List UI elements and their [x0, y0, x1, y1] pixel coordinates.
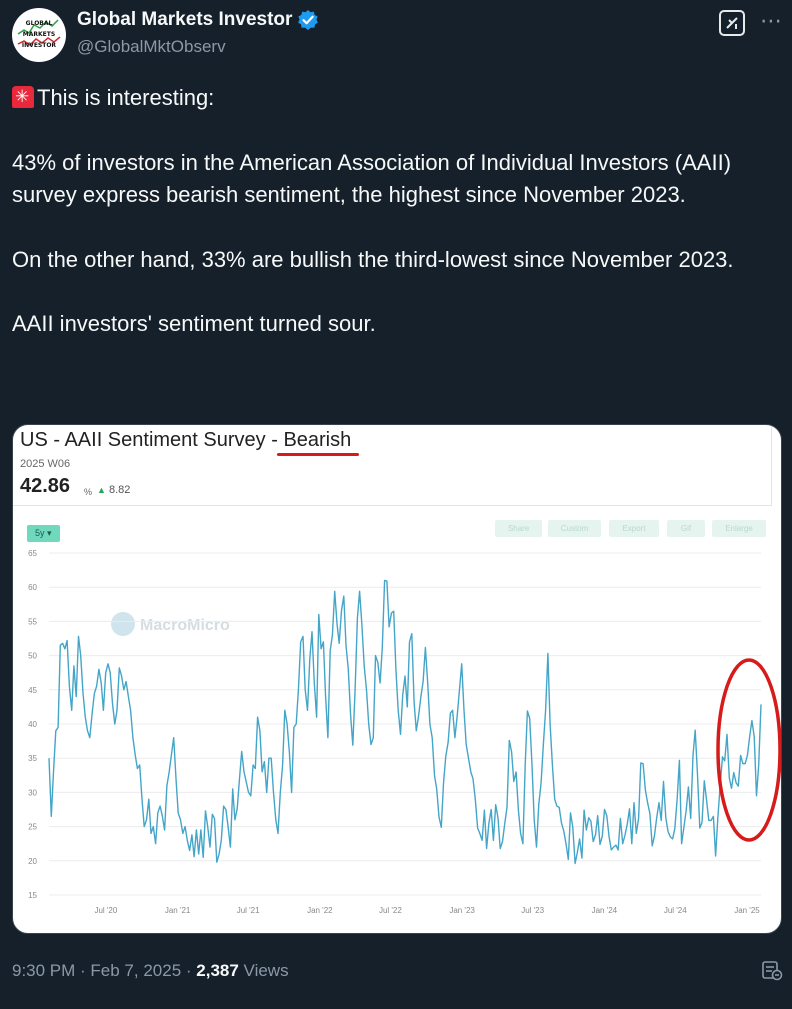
y-tick-label: 55 — [28, 617, 37, 626]
name-row: Global Markets Investor — [77, 9, 319, 31]
y-tick-label: 60 — [28, 583, 37, 592]
x-tick-label: Jul '21 — [237, 906, 260, 915]
y-tick-label: 45 — [28, 686, 37, 695]
enlarge-button[interactable]: Enlarge — [712, 520, 766, 537]
x-tick-label: Jul '24 — [664, 906, 687, 915]
red-underline-annotation — [277, 453, 359, 456]
x-tick-label: Jul '23 — [521, 906, 544, 915]
avatar-text-3: INVESTOR — [21, 42, 57, 49]
y-tick-label: 25 — [28, 823, 37, 832]
tweet-line-1: This is interesting: — [12, 81, 782, 115]
chart-image-card[interactable]: US - AAII Sentiment Survey - Bearish 202… — [12, 424, 782, 934]
period-select-button[interactable]: 5y ▾ — [27, 525, 60, 542]
views-count: 2,387 — [196, 961, 239, 980]
avatar[interactable]: GLOBAL MARKETS INVESTOR — [12, 8, 66, 62]
x-tick-label: Jan '22 — [307, 906, 333, 915]
tweet-paragraph-3: AAII investors' sentiment turned sour. — [12, 311, 376, 336]
y-tick-label: 65 — [28, 549, 37, 558]
avatar-text-1: GLOBAL — [25, 20, 53, 27]
watermark-text: MacroMicro — [140, 617, 230, 634]
views-label: Views — [238, 961, 289, 980]
analytics-icon[interactable] — [760, 958, 784, 982]
y-tick-label: 35 — [28, 754, 37, 763]
tweet-meta: 9:30 PM · Feb 7, 2025 · 2,387 Views — [12, 961, 289, 981]
more-icon[interactable]: ⋯ — [760, 8, 783, 33]
tweet-text: This is interesting: 43% of investors in… — [12, 81, 782, 341]
y-tick-label: 15 — [28, 891, 37, 900]
y-tick-label: 40 — [28, 720, 37, 729]
avatar-logo — [17, 19, 61, 46]
tweet-line-1-text: This is interesting: — [37, 85, 215, 110]
watermark-logo-icon — [111, 612, 135, 636]
avatar-text-2: MARKETS — [22, 31, 56, 38]
x-tick-label: Jan '24 — [592, 906, 618, 915]
export-button[interactable]: Export — [609, 520, 659, 537]
y-tick-label: 20 — [28, 857, 37, 866]
grok-glyph-icon — [726, 17, 738, 29]
x-tick-label: Jan '21 — [165, 906, 191, 915]
chart-unit: % — [84, 487, 93, 497]
chart-title-highlight: Bearish — [283, 429, 352, 451]
up-arrow-icon: ▲ — [97, 485, 106, 495]
x-tick-label: Jan '23 — [449, 906, 475, 915]
x-tick-label: Jul '22 — [379, 906, 402, 915]
chart-panel — [18, 518, 768, 926]
tweet-paragraph-2: On the other hand, 33% are bullish the t… — [12, 246, 734, 272]
red-circle-annotation — [716, 658, 781, 842]
x-tick-label: Jul '20 — [94, 906, 117, 915]
chart-latest-value: 42.86 — [20, 475, 71, 497]
y-tick-label: 50 — [28, 652, 37, 661]
tweet-time[interactable]: 9:30 PM · Feb 7, 2025 · — [12, 961, 197, 980]
chart-title-prefix: US - AAII Sentiment Survey - — [20, 429, 284, 451]
tweet-paragraph-1: 43% of investors in the American Associa… — [12, 149, 732, 208]
card-divider-vertical — [771, 425, 772, 505]
y-tick-label: 30 — [28, 788, 37, 797]
tweet-header: GLOBAL MARKETS INVESTOR Global Markets I… — [12, 6, 782, 62]
chart-card-title: US - AAII Sentiment Survey - Bearish — [20, 429, 351, 452]
custom-button[interactable]: Custom — [548, 520, 601, 537]
gif-button[interactable]: Gif — [667, 520, 705, 537]
x-tick-label: Jan '25 — [734, 906, 760, 915]
chart-change: ▲ 8.82 — [97, 484, 130, 496]
share-button[interactable]: Share — [495, 520, 542, 537]
chart-change-value: 8.82 — [108, 484, 131, 496]
grok-icon[interactable] — [719, 10, 745, 36]
card-divider — [13, 505, 772, 506]
chart-period: 2025 W06 — [20, 458, 71, 470]
display-name[interactable]: Global Markets Investor — [77, 9, 293, 30]
line-chart: MacroMicro 65 60 55 50 45 40 35 30 25 20 15 Jul '20 J… — [28, 549, 781, 915]
series-line — [48, 579, 762, 865]
verified-badge-icon — [298, 10, 319, 30]
siren-icon — [12, 81, 34, 114]
handle[interactable]: @GlobalMktObserv — [77, 37, 226, 56]
